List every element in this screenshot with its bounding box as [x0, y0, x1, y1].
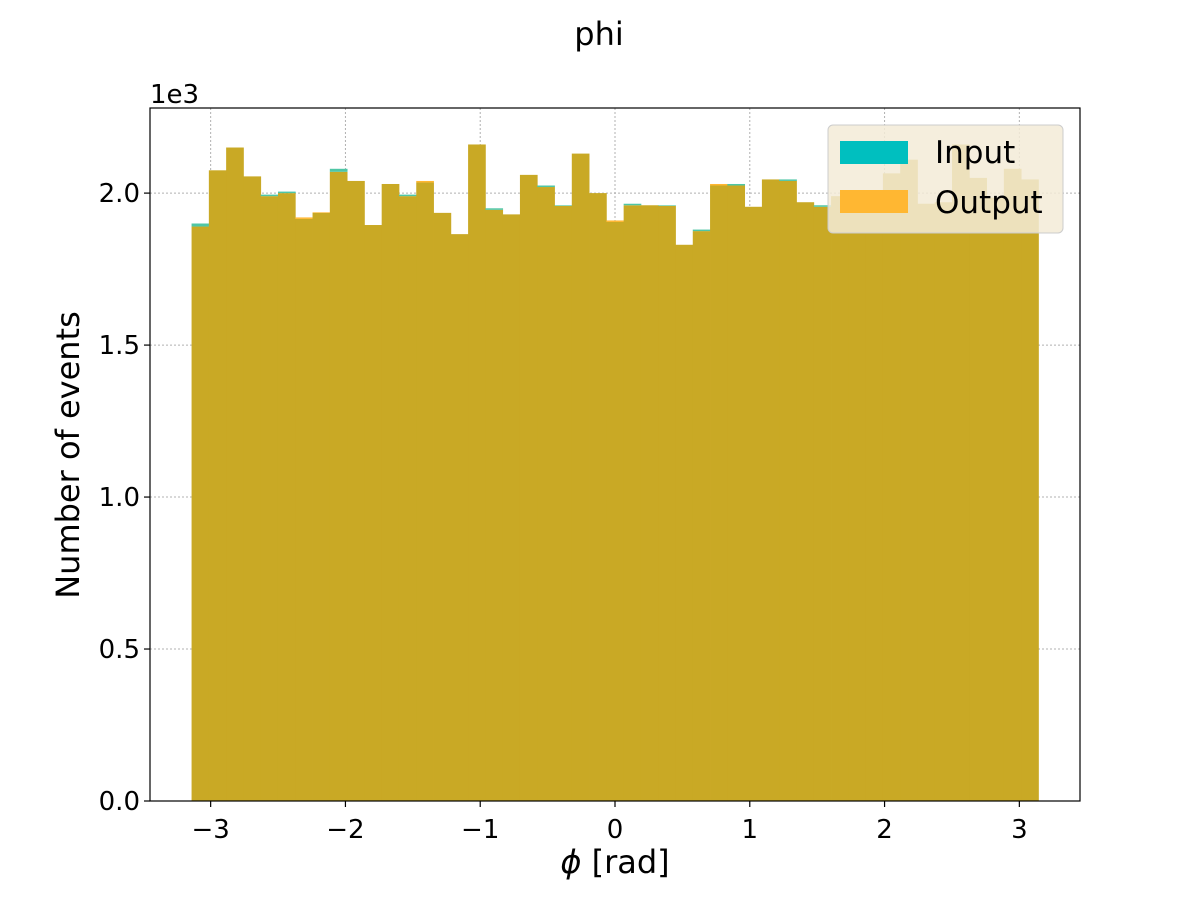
histogram-bar [952, 144, 970, 801]
histogram-bar [1003, 168, 1022, 801]
x-tick-label: −2 [326, 815, 364, 845]
histogram-bar-diff [329, 168, 348, 172]
histogram-bar-diff [398, 194, 417, 197]
chart-title: phi [574, 15, 623, 53]
histogram-bar [571, 153, 590, 801]
y-tick-label: 1.0 [99, 483, 140, 513]
histogram-bar [208, 170, 227, 801]
histogram-bar [243, 176, 262, 801]
histogram-bar-diff [416, 180, 434, 183]
histogram-bar-diff [295, 217, 313, 219]
histogram-bar [710, 185, 728, 801]
x-tick-label: −3 [191, 815, 229, 845]
y-axis-label: Number of events [49, 311, 87, 599]
histogram-bar [277, 193, 296, 801]
histogram-bar [416, 182, 434, 801]
histogram-bar [934, 202, 953, 801]
histogram-bar [658, 205, 676, 802]
histogram-bar [226, 147, 244, 801]
histogram-bar [779, 180, 797, 801]
x-axis-ticks: −3 −2 −1 0 1 2 3 [191, 801, 1028, 845]
histogram-bar-diff [692, 229, 711, 232]
histogram-bar [519, 174, 538, 802]
x-tick-label: 2 [876, 815, 893, 845]
histogram-bar [398, 196, 417, 802]
y-axis-offset-label: 1e3 [150, 80, 199, 110]
histogram-bar-diff [813, 205, 832, 207]
histogram-bar [485, 209, 504, 801]
histogram-bar-diff [537, 185, 555, 188]
x-tick-label: 3 [1011, 815, 1028, 845]
histogram-bar-diff [727, 183, 746, 186]
histogram-bar [312, 212, 331, 802]
histogram-bar-diff [710, 183, 728, 186]
histogram-bar-diff [191, 223, 210, 227]
histogram-bar-diff [260, 194, 279, 197]
x-tick-label: −1 [461, 815, 499, 845]
legend: Input Output [827, 124, 1064, 234]
histogram-bar [329, 171, 348, 801]
histogram-bar-diff [312, 212, 331, 213]
histogram-bar [537, 187, 555, 802]
histogram-bar [986, 197, 1005, 801]
histogram-bar [364, 225, 383, 802]
histogram-bar [381, 183, 400, 802]
y-axis-ticks: 0.0 0.5 1.0 1.5 2.0 [99, 179, 150, 817]
histogram-bar [433, 212, 452, 802]
histogram-bar [848, 194, 867, 801]
histogram-bar-diff [606, 220, 625, 222]
histogram-bar [468, 144, 486, 801]
histogram-bar [295, 218, 313, 801]
histogram-bar [813, 206, 832, 801]
histogram-bar-diff [623, 203, 642, 206]
histogram-bar-diff [277, 191, 296, 194]
x-axis-unit: [rad] [581, 843, 669, 881]
histogram-bar [744, 206, 763, 801]
histogram-bar [882, 173, 901, 801]
histogram-bars [191, 144, 1039, 802]
histogram-bar [640, 205, 659, 801]
legend-label-input: Input [935, 135, 1015, 171]
x-tick-label: 0 [607, 815, 624, 845]
y-tick-label: 2.0 [99, 179, 140, 209]
y-tick-label: 1.5 [99, 331, 140, 361]
y-tick-label: 0.5 [99, 635, 140, 665]
histogram-bar [260, 196, 279, 802]
histogram-bar [623, 205, 642, 801]
histogram-bar [554, 205, 573, 802]
x-axis-symbol: ϕ [560, 843, 581, 881]
histogram-bar [727, 185, 746, 801]
legend-label-output: Output [935, 185, 1043, 221]
histogram-bar [450, 234, 469, 801]
x-tick-label: 1 [742, 815, 759, 845]
histogram-bar [191, 226, 210, 801]
histogram-bar [796, 202, 815, 801]
histogram-bar [831, 196, 849, 802]
histogram-bar [761, 179, 780, 802]
histogram-bar [917, 203, 936, 802]
y-tick-label: 0.0 [99, 787, 140, 817]
histogram-bar-diff [658, 205, 676, 206]
histogram-bar [606, 221, 625, 801]
histogram-bar-diff [485, 208, 504, 210]
histogram-bar [969, 177, 987, 801]
histogram-bar [1021, 179, 1039, 802]
legend-swatch-output [840, 190, 908, 213]
histogram-bar [502, 214, 521, 801]
legend-swatch-input [840, 141, 908, 164]
histogram-bar-diff [554, 205, 573, 206]
histogram-bar [865, 190, 884, 801]
histogram-bar [675, 244, 694, 802]
histogram-bar [589, 193, 607, 801]
histogram-bar [900, 159, 918, 802]
histogram-bar [692, 231, 711, 801]
histogram-bar-diff [779, 179, 797, 181]
histogram-bar [347, 180, 365, 801]
x-axis-label: ϕ [rad] [560, 843, 669, 881]
